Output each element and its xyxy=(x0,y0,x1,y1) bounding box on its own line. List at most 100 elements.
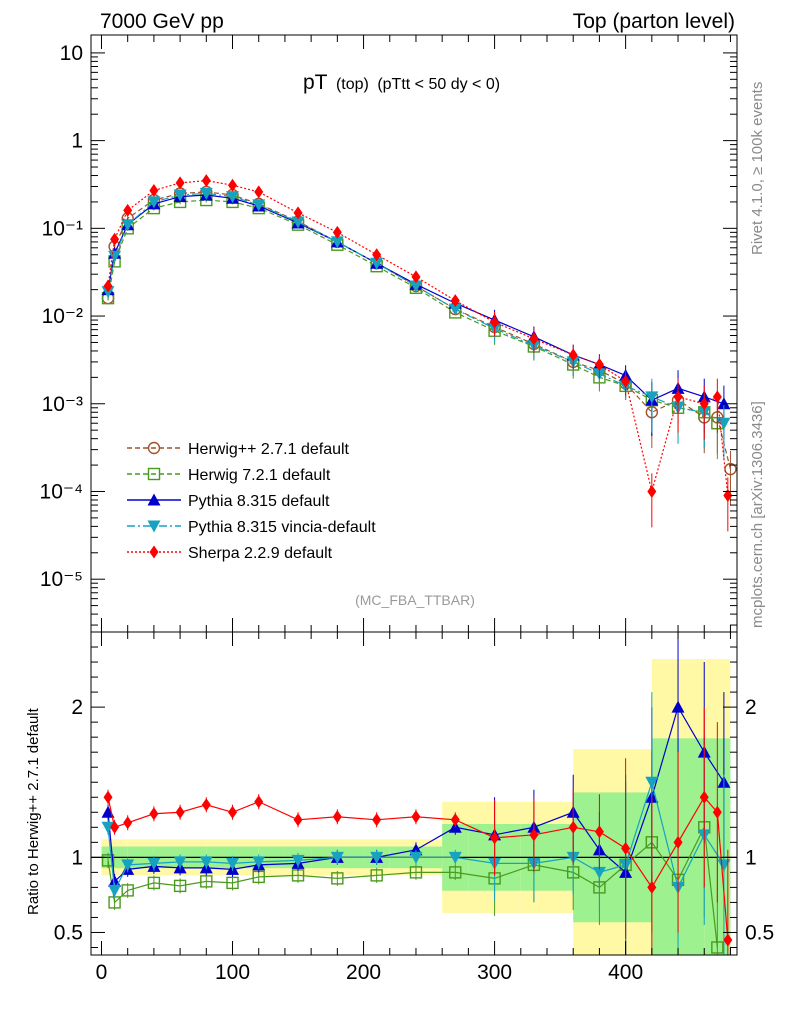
data-point xyxy=(568,348,578,362)
ratio-point xyxy=(568,820,578,834)
legend-marker xyxy=(147,467,161,481)
ratio-y-tick-label-left: 2 xyxy=(71,696,83,719)
analysis-tag: (MC_FBA_TTBAR) xyxy=(355,592,475,608)
ratio-point xyxy=(448,851,462,864)
data-point xyxy=(621,374,631,388)
ratio-point xyxy=(699,790,709,804)
ratio-point xyxy=(370,851,384,864)
data-point xyxy=(228,178,238,192)
ratio-y-tick-label-right: 2 xyxy=(745,696,757,719)
data-point xyxy=(724,462,737,476)
x-tick-label: 0 xyxy=(96,961,108,984)
legend-item: Herwig++ 2.7.1 default xyxy=(127,441,350,458)
legend-marker xyxy=(147,520,161,533)
ratio-axes: 0.5 0.5 1 1 2 2 0 100 200 300 400 xyxy=(54,632,774,984)
y-tick-label: 10⁻¹ xyxy=(42,217,83,240)
ratio-point xyxy=(201,798,211,812)
main-axes: 10 1 10⁻¹ 10⁻² 10⁻³ 10⁻⁴ 10⁻⁵ xyxy=(40,35,737,632)
data-point xyxy=(717,417,731,430)
plot-title-sub: (top) xyxy=(336,76,369,93)
ratio-point xyxy=(409,866,423,879)
y-tick-label: 10 xyxy=(60,42,83,65)
ratio-point xyxy=(671,700,685,713)
data-point xyxy=(254,185,264,199)
ratio-point xyxy=(712,805,722,819)
ratio-point xyxy=(121,884,134,897)
ratio-y-tick-label-right: 0.5 xyxy=(745,921,774,944)
data-point xyxy=(121,219,135,232)
data-point xyxy=(409,280,423,293)
data-point xyxy=(110,232,120,246)
ratio-point xyxy=(717,859,731,872)
data-point xyxy=(293,206,303,220)
ratio-point xyxy=(647,880,657,894)
series-1 xyxy=(101,193,724,460)
ratio-y-tick-label-left: 0.5 xyxy=(54,921,83,944)
ratio-point xyxy=(228,805,238,819)
ratio-point xyxy=(621,841,631,855)
data-point xyxy=(199,187,213,200)
ratio-point xyxy=(173,879,187,893)
data-point xyxy=(149,183,159,197)
ratio-point xyxy=(449,866,462,879)
x-tick-label: 200 xyxy=(346,961,381,984)
ratio-point xyxy=(594,825,604,839)
series-3 xyxy=(101,187,731,460)
ratio-series-line xyxy=(107,705,725,883)
data-point xyxy=(332,225,342,239)
ratio-series-line xyxy=(107,780,725,893)
ratio-point xyxy=(252,856,266,869)
data-point xyxy=(645,391,659,404)
data-point xyxy=(147,196,161,209)
ratio-point xyxy=(147,857,161,870)
ratio-point xyxy=(711,941,724,954)
ratio-point xyxy=(147,876,161,890)
legend-item: Pythia 8.315 default xyxy=(127,493,330,510)
data-point xyxy=(252,199,266,212)
ratio-point xyxy=(723,933,733,947)
ratio-point xyxy=(592,866,606,879)
y-tick-label: 10⁻⁴ xyxy=(40,480,83,503)
data-point xyxy=(712,390,722,404)
ratio-point xyxy=(411,810,421,824)
legend: Herwig++ 2.7.1 default Herwig 7.2.1 defau… xyxy=(127,441,376,562)
ratio-point xyxy=(101,854,115,867)
ratio-uncertainty-bands xyxy=(101,659,731,955)
ratio-point xyxy=(149,807,159,821)
y-tick-label: 1 xyxy=(71,130,83,153)
ratio-point xyxy=(293,813,303,827)
plot-title-main: pT xyxy=(303,71,328,94)
ratio-point xyxy=(173,856,187,869)
ratio-point xyxy=(103,790,113,804)
y-tick-label: 10⁻⁵ xyxy=(40,568,83,591)
ratio-point xyxy=(110,820,120,834)
legend-label: Sherpa 2.2.9 default xyxy=(188,545,333,562)
ratio-point xyxy=(450,813,460,827)
data-point xyxy=(529,332,539,346)
ratio-point xyxy=(254,795,264,809)
data-point xyxy=(370,257,384,270)
mcplots-label: mcplots.cern.ch [arXiv:1306.3436] xyxy=(749,401,766,628)
legend-marker xyxy=(149,545,159,559)
main-frame xyxy=(90,34,738,633)
ratio-point xyxy=(330,851,344,864)
main-plot: 10 1 10⁻¹ 10⁻² 10⁻³ 10⁻⁴ 10⁻⁵ xyxy=(40,35,737,632)
ratio-point xyxy=(409,851,423,864)
ratio-point xyxy=(331,872,344,885)
ratio-point xyxy=(370,869,383,882)
legend-item: Herwig 7.2.1 default xyxy=(127,467,331,484)
x-tick-label: 400 xyxy=(608,961,643,984)
ratio-ylabel: Ratio to Herwig++ 2.7.1 default xyxy=(25,707,42,915)
ratio-point xyxy=(332,810,342,824)
data-point xyxy=(372,248,382,262)
series-4 xyxy=(103,174,733,532)
plot-title: pT (top) (pTtt < 50 dy < 0) xyxy=(303,71,500,94)
ratio-point xyxy=(673,835,683,849)
data-point xyxy=(123,203,133,217)
ratio-y-tick-label-left: 1 xyxy=(71,846,83,869)
rivet-label: Rivet 4.1.0, ≥ 100k events xyxy=(749,82,766,255)
ratio-point xyxy=(645,776,659,789)
uncertainty-band-green xyxy=(678,738,705,955)
